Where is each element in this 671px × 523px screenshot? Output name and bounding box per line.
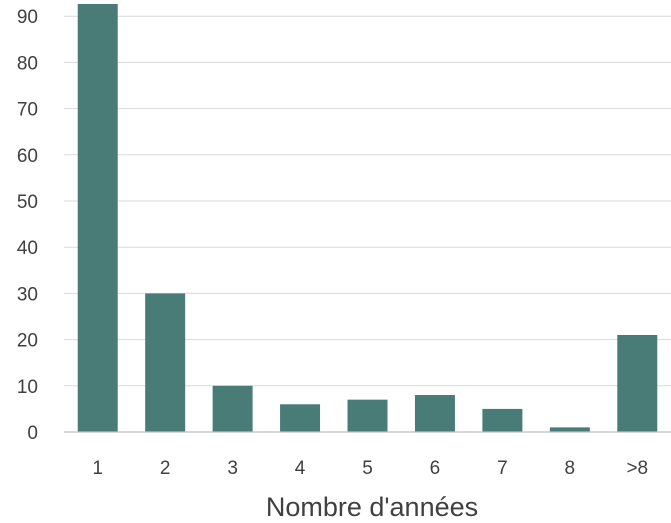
y-tick-label: 10 bbox=[17, 377, 38, 398]
x-tick-label: 2 bbox=[160, 458, 171, 479]
x-axis-label: Nombre d'années bbox=[266, 492, 478, 522]
y-tick-label: 70 bbox=[17, 100, 38, 121]
bar-5 bbox=[347, 399, 388, 432]
bar-2 bbox=[145, 293, 186, 432]
x-axis-ticks: 1 2 3 4 5 6 7 8 >8 bbox=[92, 458, 648, 479]
x-tick-label: 4 bbox=[295, 458, 306, 479]
x-tick-label: 8 bbox=[565, 458, 576, 479]
bar-4 bbox=[280, 404, 321, 432]
y-tick-label: 50 bbox=[17, 192, 38, 213]
y-tick-label: 80 bbox=[17, 53, 38, 74]
x-tick-label: >8 bbox=[626, 458, 648, 479]
bar-8 bbox=[549, 427, 590, 432]
x-tick-label: 3 bbox=[227, 458, 238, 479]
bar->8 bbox=[617, 334, 658, 432]
x-tick-label: 7 bbox=[497, 458, 508, 479]
bar-6 bbox=[414, 395, 455, 432]
x-tick-label: 5 bbox=[362, 458, 373, 479]
y-tick-label: 30 bbox=[17, 284, 38, 305]
y-tick-label: 0 bbox=[27, 423, 38, 444]
y-tick-label: 60 bbox=[17, 146, 38, 167]
y-axis-ticks: 0 10 20 30 40 50 60 70 80 90 bbox=[17, 7, 38, 444]
y-tick-label: 20 bbox=[17, 331, 38, 352]
y-tick-label: 90 bbox=[17, 7, 38, 28]
x-tick-label: 6 bbox=[430, 458, 441, 479]
x-tick-label: 1 bbox=[92, 458, 103, 479]
bar-7 bbox=[482, 408, 523, 432]
y-tick-label: 40 bbox=[17, 238, 38, 259]
bar-1 bbox=[77, 4, 118, 432]
bar-3 bbox=[212, 385, 253, 432]
bars bbox=[77, 4, 658, 432]
